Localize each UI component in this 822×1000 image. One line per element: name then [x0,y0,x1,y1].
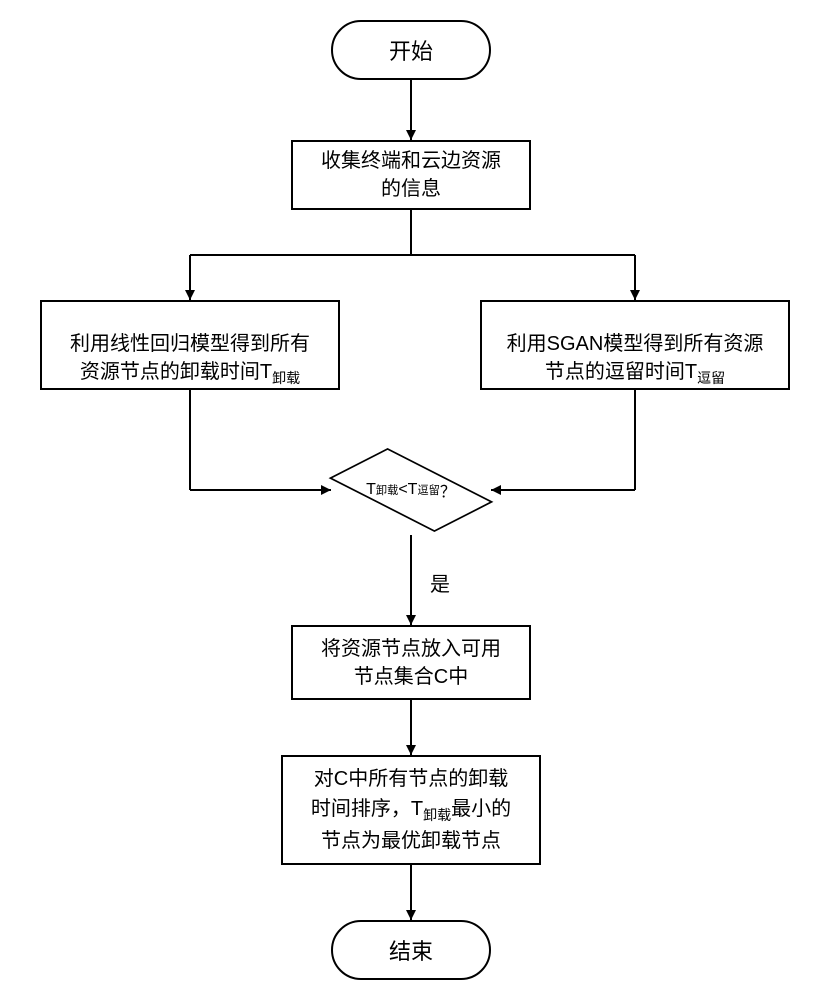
collect-label: 收集终端和云边资源 的信息 [321,147,501,203]
compare-decision: T卸载<T逗留？ [331,445,491,535]
linear-regression-node: 利用线性回归模型得到所有 资源节点的卸载时间T卸载 [40,300,340,390]
put-set-node: 将资源节点放入可用 节点集合C中 [291,625,531,700]
yes-label: 是 [430,568,450,597]
decision-label: T卸载<T逗留？ [331,445,491,535]
sort-label: 对C中所有节点的卸载 时间排序，T卸载最小的 节点为最优卸载节点 [311,764,511,856]
end-node: 结束 [331,920,491,980]
end-label: 结束 [389,934,433,966]
sgan-node: 利用SGAN模型得到所有资源 节点的逗留时间T逗留 [480,300,790,390]
left-proc-label: 利用线性回归模型得到所有 资源节点的卸载时间T卸载 [70,302,310,389]
put-set-label: 将资源节点放入可用 节点集合C中 [321,635,501,691]
start-label: 开始 [389,34,433,66]
collect-node: 收集终端和云边资源 的信息 [291,140,531,210]
sort-node: 对C中所有节点的卸载 时间排序，T卸载最小的 节点为最优卸载节点 [281,755,541,865]
right-proc-label: 利用SGAN模型得到所有资源 节点的逗留时间T逗留 [507,302,764,389]
start-node: 开始 [331,20,491,80]
